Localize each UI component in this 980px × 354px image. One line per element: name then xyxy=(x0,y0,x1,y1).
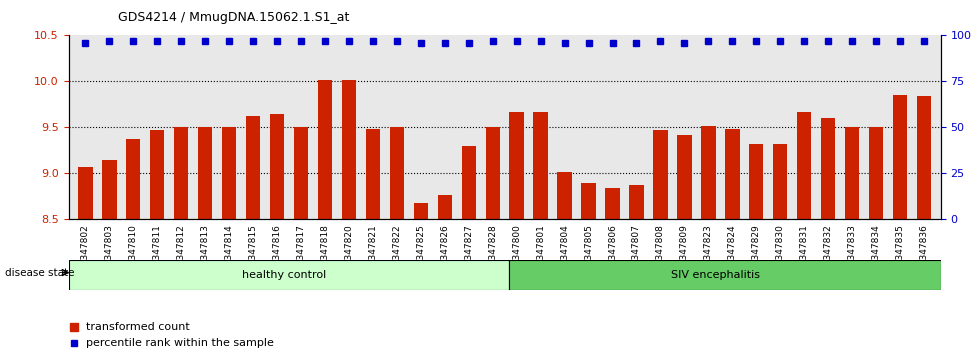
Bar xyxy=(246,116,261,219)
Bar xyxy=(701,126,715,219)
Bar xyxy=(78,167,92,219)
Text: healthy control: healthy control xyxy=(242,270,326,280)
Text: percentile rank within the sample: percentile rank within the sample xyxy=(86,338,273,348)
Bar xyxy=(654,130,667,219)
Bar xyxy=(606,188,619,219)
Bar xyxy=(845,127,859,219)
Bar xyxy=(558,172,571,219)
Bar xyxy=(917,96,931,219)
Bar xyxy=(342,80,356,219)
Text: GDS4214 / MmugDNA.15062.1.S1_at: GDS4214 / MmugDNA.15062.1.S1_at xyxy=(118,11,349,24)
Bar xyxy=(725,129,740,219)
Bar xyxy=(102,160,117,219)
Bar xyxy=(318,80,332,219)
Bar xyxy=(510,260,941,290)
Bar xyxy=(629,184,644,219)
Bar xyxy=(773,144,788,219)
Bar xyxy=(198,127,213,219)
Bar xyxy=(150,130,165,219)
Bar xyxy=(438,195,452,219)
Bar xyxy=(126,139,140,219)
Bar xyxy=(221,127,236,219)
Bar xyxy=(581,183,596,219)
Bar xyxy=(749,144,763,219)
Text: SIV encephalitis: SIV encephalitis xyxy=(671,270,760,280)
Bar xyxy=(366,129,380,219)
Bar xyxy=(414,203,428,219)
Bar xyxy=(533,112,548,219)
Bar xyxy=(69,260,510,290)
Text: transformed count: transformed count xyxy=(86,322,189,332)
Bar xyxy=(462,146,476,219)
Text: disease state: disease state xyxy=(5,268,74,278)
Bar xyxy=(797,112,811,219)
Bar xyxy=(893,95,907,219)
Bar xyxy=(821,118,835,219)
Bar xyxy=(294,127,309,219)
Bar xyxy=(174,127,188,219)
Bar xyxy=(677,135,692,219)
Bar xyxy=(270,114,284,219)
Bar xyxy=(869,127,883,219)
Bar xyxy=(510,112,524,219)
Bar xyxy=(485,127,500,219)
Bar xyxy=(390,127,404,219)
